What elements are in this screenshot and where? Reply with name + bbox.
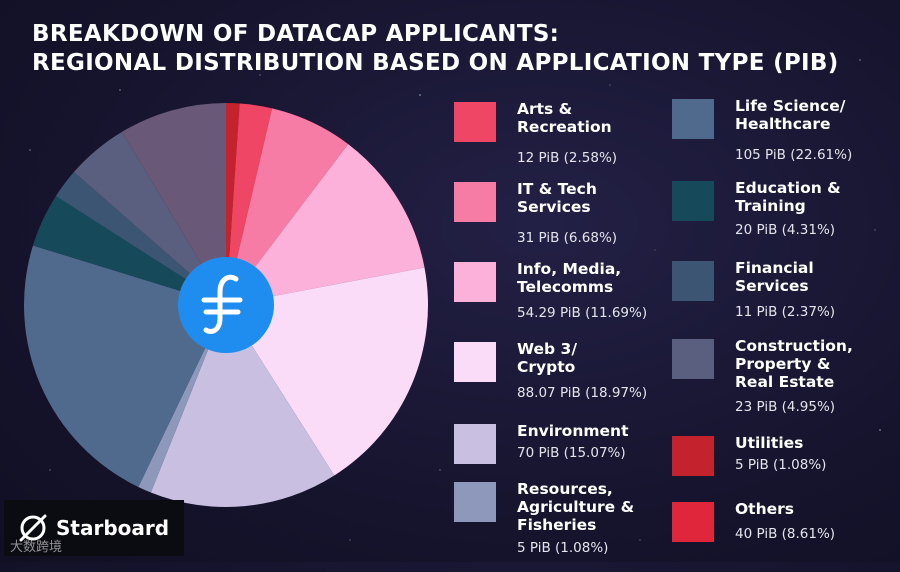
legend-swatch [454,262,496,302]
pie-slice-education [32,196,227,305]
legend-swatch [672,261,714,301]
pie-slice-it-tech [226,108,349,305]
legend-swatch [454,182,496,222]
legend-label: Web 3/ Crypto [517,340,577,376]
legend-swatch [672,502,714,542]
starboard-logo-icon [19,514,47,542]
pie-slice-arts [226,103,273,306]
pie-slice-financial [55,172,226,305]
chart-title: BREAKDOWN OF DATACAP APPLICANTS: REGIONA… [32,21,839,76]
legend-label: IT & Tech Services [517,180,597,216]
legend-swatch [672,99,714,139]
pie-slice-others [121,103,226,305]
legend-label: Resources, Agriculture & Fisheries [517,480,635,534]
legend-value: 5 PiB (1.08%) [735,457,827,473]
legend-value: 12 PiB (2.58%) [517,150,618,166]
legend-swatch [672,181,714,221]
pie-slice-info-media [226,144,425,305]
pie-slice-web-3 [226,267,429,476]
starboard-logo: Starboard [4,500,184,556]
legend-value: 54.29 PiB (11.69%) [517,305,648,321]
legend-label: Utilities [735,434,804,452]
legend-label: Life Science/ Healthcare [735,97,846,133]
legend-value: 70 PiB (15.07%) [517,445,626,461]
legend-value: 88.07 PiB (18.97%) [517,385,648,401]
legend-value: 11 PiB (2.37%) [735,304,836,320]
legend-value: 23 PiB (4.95%) [735,399,836,415]
legend-swatch [454,482,496,522]
pie-slice-environment [150,305,335,507]
legend-label: Others [735,500,795,518]
pie-slice-utilities [226,102,240,305]
legend-swatch [454,342,496,382]
logo-text: Starboard [56,516,170,540]
legend-swatch [454,102,496,142]
legend-swatch [672,436,714,476]
legend-swatch [672,339,714,379]
legend-value: 5 PiB (1.08%) [517,540,609,556]
legend-label: Arts & Recreation [517,100,612,136]
legend-label: Education & Training [735,179,841,215]
pie-chart [24,102,429,507]
legend-label: Construction, Property & Real Estate [735,337,853,391]
pie-slice-resources [138,305,226,493]
legend-label: Environment [517,422,629,440]
filecoin-icon [178,257,274,353]
legend-label: Financial Services [735,259,814,295]
legend-value: 40 PiB (8.61%) [735,526,836,542]
legend-label: Info, Media, Telecomms [517,260,622,296]
legend-value: 105 PiB (22.61%) [735,147,853,163]
legend-swatch [454,424,496,464]
legend-value: 20 PiB (4.31%) [735,222,836,238]
pie-slice-life-science [24,245,227,487]
legend-value: 31 PiB (6.68%) [517,230,618,246]
watermark: 大数跨境 [10,540,63,555]
pie-slice-construction [73,131,226,305]
